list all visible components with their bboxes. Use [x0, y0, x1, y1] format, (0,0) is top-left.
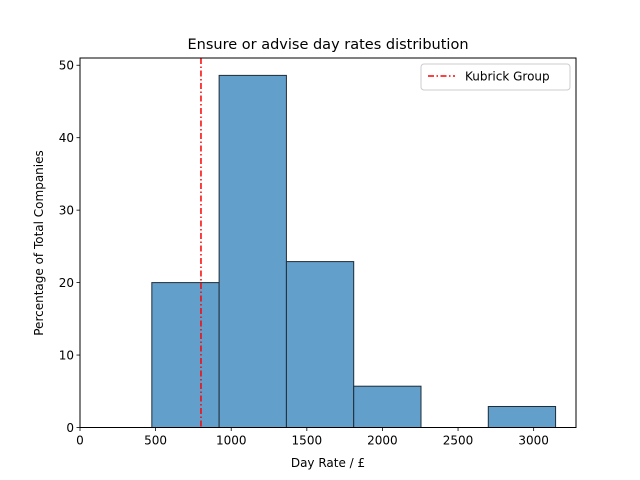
- x-tick-label: 2500: [443, 434, 474, 448]
- histogram-bar: [353, 385, 422, 428]
- y-tick-label: 0: [66, 421, 74, 435]
- y-axis-label: Percentage of Total Companies: [32, 150, 46, 336]
- y-tick-label: 20: [59, 276, 74, 290]
- histogram-bar: [487, 405, 557, 429]
- y-tick-label: 10: [59, 348, 74, 362]
- histogram-bar: [151, 282, 220, 429]
- bars-layer: [151, 74, 557, 429]
- legend: Kubrick Group: [420, 63, 571, 91]
- x-tick-label: 1500: [292, 434, 323, 448]
- y-tick-label: 30: [59, 203, 74, 217]
- x-axis-label: Day Rate / £: [291, 456, 365, 470]
- x-tick-label: 1000: [216, 434, 247, 448]
- x-tick-label: 2000: [367, 434, 398, 448]
- legend-box: [420, 63, 571, 91]
- y-tick-label: 50: [59, 59, 74, 73]
- y-tick-label: 40: [59, 131, 74, 145]
- x-tick-label: 500: [144, 434, 167, 448]
- histogram-bar: [218, 74, 287, 428]
- chart-title: Ensure or advise day rates distribution: [187, 37, 468, 53]
- x-axis-ticks: 0 500 1000 1500 2000 2500 3000: [76, 427, 549, 448]
- legend-label-kubrick-group: Kubrick Group: [465, 70, 550, 84]
- x-tick-label: 3000: [518, 434, 549, 448]
- plot-frame: [79, 57, 577, 428]
- x-tick-label: 0: [76, 434, 84, 448]
- y-axis-ticks: 0 10 20 30 40 50: [59, 59, 80, 435]
- histogram-bar: [285, 261, 355, 428]
